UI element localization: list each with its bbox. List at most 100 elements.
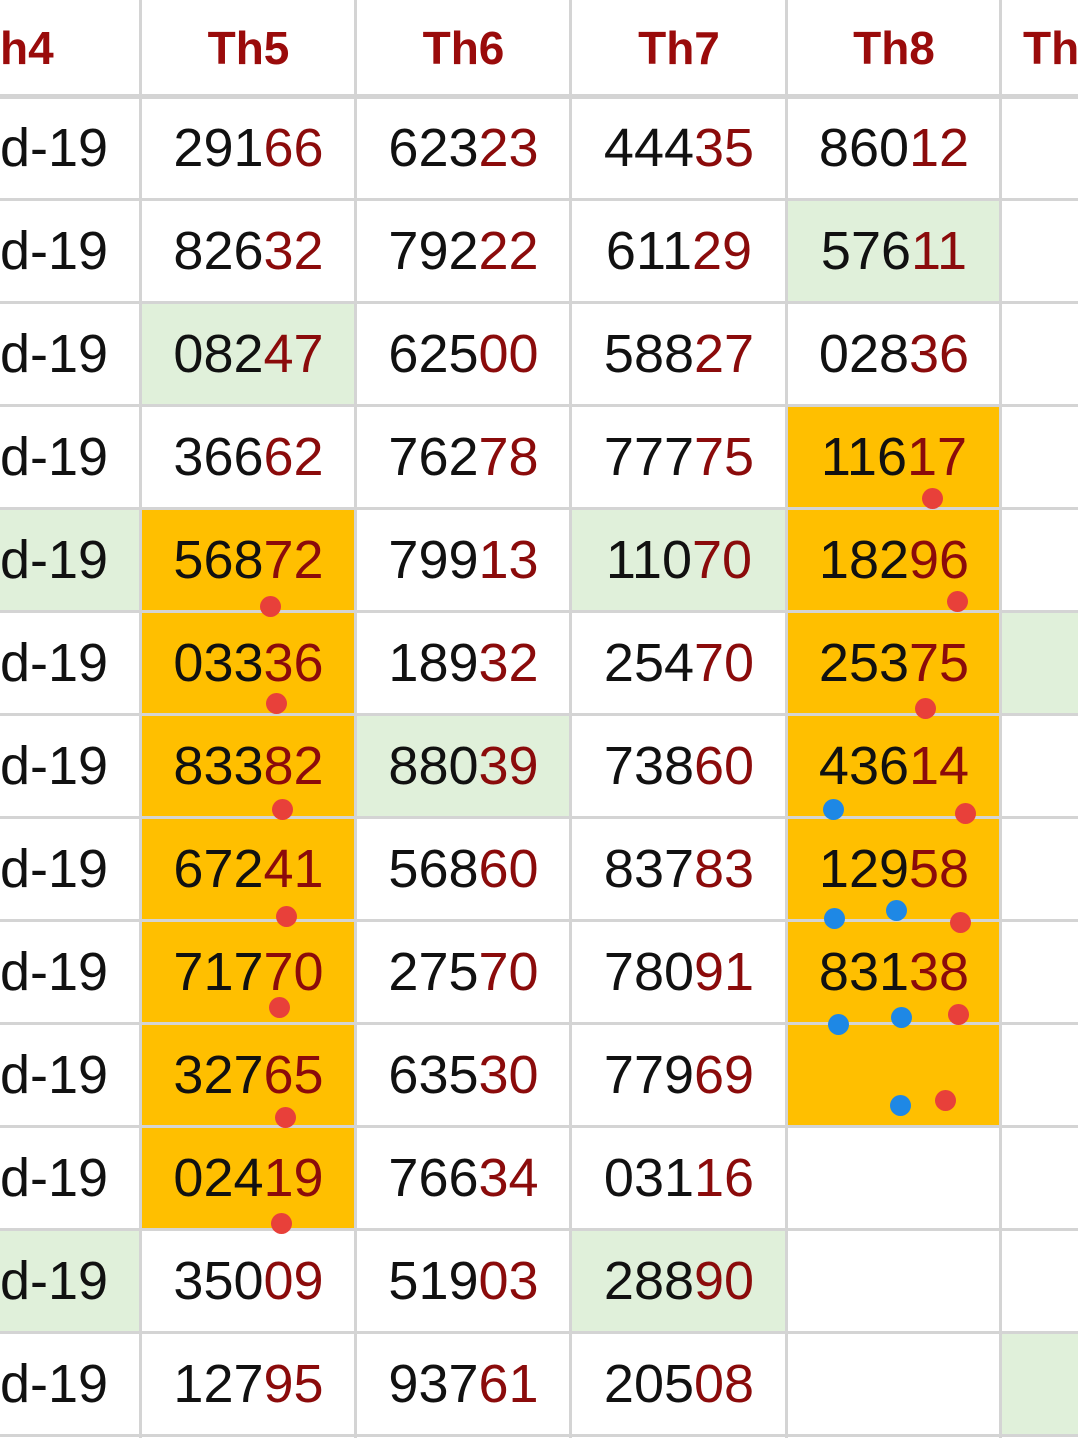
result-cell bbox=[1001, 819, 1078, 919]
row-date-cell: d-19 bbox=[0, 98, 141, 198]
red-marker-dot bbox=[955, 803, 976, 824]
result-cell: 860 12 bbox=[787, 98, 1001, 198]
number-lead-digits: 288 bbox=[603, 1251, 695, 1311]
number-lead-digits: 519 bbox=[388, 1251, 479, 1311]
result-cell: 366 62 bbox=[141, 407, 356, 507]
red-marker-dot bbox=[260, 596, 281, 617]
result-cell: 253 75 bbox=[787, 613, 1001, 713]
number-lead-digits: 738 bbox=[603, 736, 695, 796]
result-cell: 275 70 bbox=[356, 922, 571, 1022]
column-header[interactable]: h4 bbox=[0, 0, 141, 95]
red-marker-dot bbox=[948, 1004, 969, 1025]
row-date-cell: d-19 bbox=[0, 1128, 141, 1228]
column-header[interactable]: Th5 bbox=[141, 0, 356, 95]
row-divider bbox=[0, 1228, 1078, 1231]
number-lead-digits: 350 bbox=[173, 1251, 264, 1311]
header-divider bbox=[0, 94, 1078, 99]
number-lead-digits: 291 bbox=[173, 118, 264, 178]
column-header[interactable]: Th bbox=[1001, 0, 1078, 95]
number-tail-digits: 17 bbox=[907, 427, 968, 487]
result-cell: 568 72 bbox=[141, 510, 356, 610]
row-divider bbox=[0, 404, 1078, 407]
result-cell: 024 19 bbox=[141, 1128, 356, 1228]
row-date-cell: d-19 bbox=[0, 1025, 141, 1125]
column-divider bbox=[569, 0, 572, 1438]
number-lead-digits: 116 bbox=[820, 427, 907, 487]
number-tail-digits: 95 bbox=[263, 1354, 324, 1414]
row-divider bbox=[0, 919, 1078, 922]
result-cell: 623 23 bbox=[356, 98, 571, 198]
number-lead-digits: 780 bbox=[603, 942, 695, 1002]
result-cell bbox=[1001, 1334, 1078, 1434]
result-cell: 127 95 bbox=[141, 1334, 356, 1434]
number-tail-digits: 39 bbox=[478, 736, 539, 796]
row-date-cell: d-19 bbox=[0, 819, 141, 919]
number-tail-digits: 00 bbox=[478, 324, 539, 384]
number-lead-digits: 127 bbox=[173, 1354, 264, 1414]
result-cell: 576 11 bbox=[787, 201, 1001, 301]
result-cell bbox=[1001, 1231, 1078, 1331]
number-lead-digits: 129 bbox=[818, 839, 910, 899]
row-date-cell: d-19 bbox=[0, 1334, 141, 1434]
number-lead-digits: 182 bbox=[818, 530, 910, 590]
blue-marker-dot bbox=[823, 799, 844, 820]
number-tail-digits: 29 bbox=[692, 221, 753, 281]
column-header[interactable]: Th8 bbox=[787, 0, 1001, 95]
number-lead-digits: 611 bbox=[605, 221, 692, 281]
result-cell: 182 96 bbox=[787, 510, 1001, 610]
number-tail-digits: 83 bbox=[694, 839, 755, 899]
result-cell: 792 22 bbox=[356, 201, 571, 301]
result-cell: 116 17 bbox=[787, 407, 1001, 507]
number-lead-digits: 033 bbox=[173, 633, 264, 693]
row-divider bbox=[0, 507, 1078, 510]
number-lead-digits: 777 bbox=[603, 427, 695, 487]
result-cell bbox=[787, 1231, 1001, 1331]
result-cell: 777 75 bbox=[571, 407, 787, 507]
column-header[interactable]: Th7 bbox=[571, 0, 787, 95]
number-tail-digits: 70 bbox=[692, 530, 753, 590]
row-divider bbox=[0, 1125, 1078, 1128]
result-cell bbox=[787, 1334, 1001, 1434]
row-date-cell: d-19 bbox=[0, 922, 141, 1022]
number-tail-digits: 41 bbox=[263, 839, 324, 899]
number-lead-digits: 588 bbox=[603, 324, 695, 384]
result-cell bbox=[787, 1128, 1001, 1228]
number-tail-digits: 61 bbox=[478, 1354, 539, 1414]
result-cell bbox=[1001, 922, 1078, 1022]
row-divider bbox=[0, 816, 1078, 819]
number-lead-digits: 110 bbox=[605, 530, 692, 590]
row-divider bbox=[0, 713, 1078, 716]
number-tail-digits: 78 bbox=[478, 427, 539, 487]
number-tail-digits: 30 bbox=[478, 1045, 539, 1105]
number-lead-digits: 254 bbox=[603, 633, 695, 693]
row-date-cell: d-19 bbox=[0, 304, 141, 404]
number-tail-digits: 90 bbox=[694, 1251, 755, 1311]
number-tail-digits: 70 bbox=[694, 633, 755, 693]
red-marker-dot bbox=[275, 1107, 296, 1128]
column-header[interactable]: Th6 bbox=[356, 0, 571, 95]
blue-marker-dot bbox=[828, 1014, 849, 1035]
result-cell bbox=[1001, 716, 1078, 816]
number-lead-digits: 031 bbox=[603, 1148, 695, 1208]
row-divider bbox=[0, 1022, 1078, 1025]
number-lead-digits: 253 bbox=[818, 633, 910, 693]
result-cell: 110 70 bbox=[571, 510, 787, 610]
number-lead-digits: 717 bbox=[173, 942, 264, 1002]
row-date-cell: d-19 bbox=[0, 510, 141, 610]
number-tail-digits: 34 bbox=[478, 1148, 539, 1208]
number-lead-digits: 625 bbox=[388, 324, 479, 384]
result-cell: 635 30 bbox=[356, 1025, 571, 1125]
result-cell: 717 70 bbox=[141, 922, 356, 1022]
red-marker-dot bbox=[922, 488, 943, 509]
number-tail-digits: 58 bbox=[909, 839, 970, 899]
number-tail-digits: 62 bbox=[263, 427, 324, 487]
row-date-cell: d-19 bbox=[0, 1231, 141, 1331]
number-tail-digits: 82 bbox=[263, 736, 324, 796]
result-cell: 779 69 bbox=[571, 1025, 787, 1125]
number-lead-digits: 880 bbox=[388, 736, 479, 796]
row-divider bbox=[0, 610, 1078, 613]
number-tail-digits: 32 bbox=[263, 221, 324, 281]
number-lead-digits: 779 bbox=[603, 1045, 695, 1105]
number-tail-digits: 66 bbox=[263, 118, 324, 178]
column-divider bbox=[785, 0, 788, 1438]
